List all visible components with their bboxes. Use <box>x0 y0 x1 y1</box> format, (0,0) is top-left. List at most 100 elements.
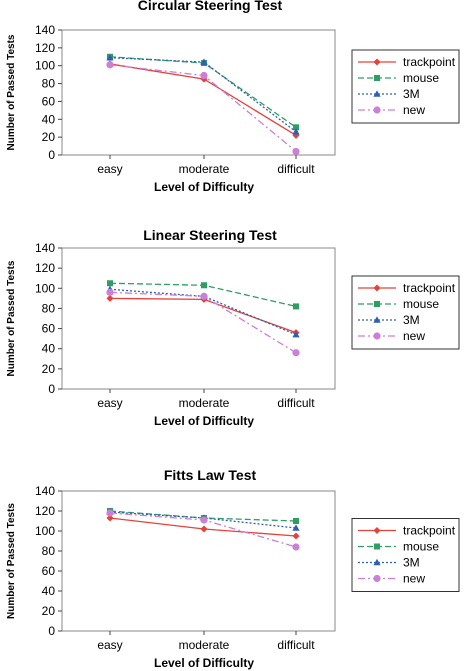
legend-label: new <box>403 329 425 343</box>
data-point <box>200 516 208 524</box>
legend-marker <box>374 75 380 81</box>
y-tick-label: 120 <box>35 41 55 55</box>
y-tick-label: 20 <box>42 362 56 376</box>
legend: trackpoint mouse 3M new <box>351 518 460 592</box>
y-tick-label: 0 <box>48 624 55 638</box>
y-tick-label: 80 <box>42 77 56 91</box>
y-tick-label: 140 <box>35 484 55 498</box>
data-point <box>106 294 114 302</box>
y-tick-label: 60 <box>42 322 56 336</box>
x-tick-label: easy <box>97 162 122 176</box>
series-trackpoint <box>106 514 300 540</box>
y-tick-label: 40 <box>42 584 56 598</box>
legend-marker <box>374 543 380 550</box>
chart-panel-1: Circular Steering Test 0 20 40 60 80 100 120 140… <box>6 0 460 194</box>
y-tick-label: 80 <box>42 544 56 558</box>
y-tick-label: 0 <box>48 148 55 162</box>
legend-marker <box>373 527 381 534</box>
x-tick-label: difficult <box>277 162 315 176</box>
series-line <box>109 297 297 334</box>
plot-area <box>61 490 336 632</box>
plot-area <box>61 29 336 156</box>
y-axis-label: Number of Passed Tests <box>6 260 17 376</box>
x-tick-label: moderate <box>179 162 230 176</box>
x-tick-label: difficult <box>277 638 315 652</box>
legend-label: new <box>403 103 425 117</box>
x-tick-label: moderate <box>179 638 230 652</box>
chart-title: Fitts Law Test <box>164 467 257 483</box>
legend-marker <box>373 90 381 97</box>
legend-label: 3M <box>403 87 420 101</box>
data-point <box>292 532 300 540</box>
legend-label: 3M <box>403 313 420 327</box>
legend: trackpoint mouse 3M new <box>351 49 460 124</box>
legend-label: trackpoint <box>403 281 456 295</box>
data-point <box>200 58 208 65</box>
legend-marker <box>373 574 381 583</box>
y-tick-label: 140 <box>35 23 55 37</box>
series-new <box>106 288 300 357</box>
series-mouse <box>107 280 299 310</box>
y-tick-label: 80 <box>42 301 56 315</box>
y-tick-label: 100 <box>35 281 55 295</box>
legend-marker <box>373 106 381 114</box>
data-point <box>200 525 208 533</box>
legend-label: new <box>403 572 425 586</box>
legend-marker <box>374 301 380 307</box>
x-axis-label: Level of Difficulty <box>154 656 254 670</box>
legend-label: 3M <box>403 556 420 570</box>
y-tick-label: 100 <box>35 524 55 538</box>
y-tick-label: 100 <box>35 59 55 73</box>
data-point <box>106 53 114 61</box>
y-tick-label: 40 <box>42 112 56 126</box>
series-new <box>106 509 300 551</box>
data-point <box>293 303 299 310</box>
x-tick-label: moderate <box>179 396 230 410</box>
legend-label: mouse <box>403 297 439 311</box>
data-point <box>292 127 300 135</box>
y-tick-label: 0 <box>48 382 55 396</box>
data-point <box>292 349 300 357</box>
y-tick-label: 120 <box>35 261 55 275</box>
data-point <box>293 124 299 131</box>
data-point <box>293 518 299 524</box>
series-line <box>109 56 297 128</box>
x-tick-label: easy <box>97 638 122 652</box>
series-3M <box>106 53 300 135</box>
chart-panel-2: Linear Steering Test 0 20 40 60 80 100 120 140 ea… <box>6 227 460 428</box>
series-new <box>106 61 300 156</box>
legend: trackpoint mouse 3M new <box>351 275 460 350</box>
data-point <box>292 524 300 531</box>
y-tick-label: 40 <box>42 342 56 356</box>
y-tick-label: 60 <box>42 94 56 108</box>
legend-label: trackpoint <box>403 524 456 538</box>
x-axis-label: Level of Difficulty <box>154 414 254 428</box>
y-axis-label: Number of Passed Tests <box>6 34 17 150</box>
legend-marker <box>373 58 381 66</box>
chart-title: Circular Steering Test <box>138 0 283 13</box>
chart-panel-3: Fitts Law Test 0 20 40 60 80 100 120 140 easy mode… <box>6 467 460 670</box>
legend-marker <box>373 284 381 292</box>
data-point <box>200 292 208 300</box>
y-tick-label: 60 <box>42 564 56 578</box>
data-point <box>292 543 300 551</box>
legend-marker <box>373 316 381 323</box>
data-point <box>106 514 114 522</box>
x-axis-label: Level of Difficulty <box>154 180 254 194</box>
x-tick-label: easy <box>97 396 122 410</box>
data-point <box>292 147 300 156</box>
plot-area <box>61 247 336 390</box>
legend-marker <box>373 558 381 566</box>
data-point <box>201 282 207 289</box>
data-point <box>200 71 208 80</box>
series-line <box>109 288 297 336</box>
data-point <box>106 288 114 296</box>
legend-marker <box>373 332 381 340</box>
legend-label: mouse <box>403 71 439 85</box>
y-tick-label: 120 <box>35 504 55 518</box>
y-tick-label: 20 <box>42 604 56 618</box>
data-point <box>106 509 114 517</box>
data-point <box>106 61 114 69</box>
y-axis-label: Number of Passed Tests <box>6 503 17 619</box>
